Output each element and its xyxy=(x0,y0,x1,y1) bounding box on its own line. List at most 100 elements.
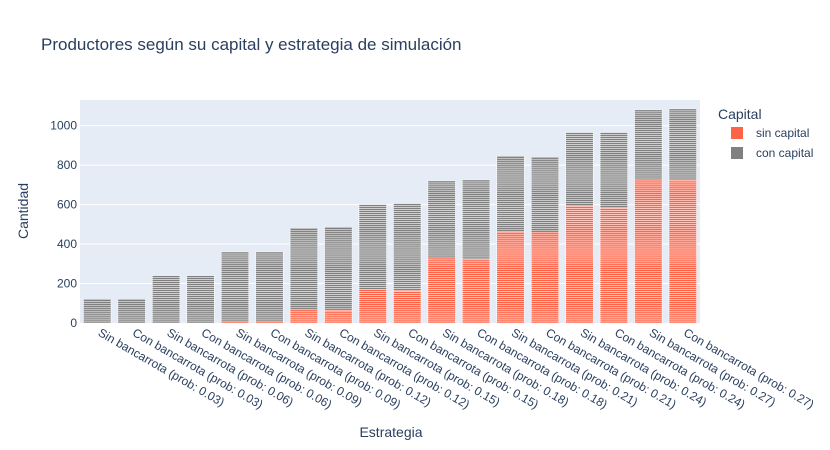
bar-sin-capital xyxy=(530,231,560,324)
bar-segment xyxy=(668,188,697,192)
bar-segment xyxy=(289,283,318,286)
bar-segment xyxy=(289,233,318,237)
bar-segment xyxy=(117,310,146,314)
bar-segment xyxy=(599,208,628,211)
bar-segment xyxy=(393,229,422,232)
bar-segment xyxy=(530,162,560,166)
bar-segment xyxy=(496,157,525,161)
bar-segment xyxy=(358,247,387,251)
bar-segment xyxy=(668,287,697,290)
bar-segment xyxy=(186,314,215,318)
bar-segment xyxy=(565,148,594,151)
legend-swatch xyxy=(731,147,743,159)
bar-segment xyxy=(462,299,491,302)
bar-segment xyxy=(289,229,318,233)
bar-con-capital xyxy=(599,132,628,208)
bar-segment xyxy=(496,161,525,165)
bar-segment xyxy=(393,310,422,314)
bar-segment xyxy=(462,318,491,322)
plot-background xyxy=(80,100,700,323)
bar-segment xyxy=(599,150,628,153)
bar-segment xyxy=(565,259,594,263)
bar-segment xyxy=(324,256,353,260)
bar-segment xyxy=(393,306,422,310)
bar-segment xyxy=(496,191,525,194)
bar-segment xyxy=(634,241,663,245)
bar-segment xyxy=(599,231,628,235)
bar-segment xyxy=(565,140,594,143)
bar-segment xyxy=(496,173,525,177)
bar-segment xyxy=(358,289,387,292)
bar-segment xyxy=(530,303,560,306)
bar-segment xyxy=(186,297,215,300)
bar-segment xyxy=(117,312,146,316)
bar-segment xyxy=(496,167,525,171)
bar-segment xyxy=(634,212,663,215)
bar-segment xyxy=(668,161,697,165)
bar-segment xyxy=(599,251,628,255)
bar-segment xyxy=(668,216,697,219)
bar-segment xyxy=(668,202,697,205)
bar-segment xyxy=(668,269,697,272)
bar-segment xyxy=(393,213,422,216)
bar-segment xyxy=(324,320,353,324)
bar-segment xyxy=(634,194,663,197)
bar-segment xyxy=(358,216,387,219)
bar-segment xyxy=(634,224,663,227)
bar-segment xyxy=(634,137,663,140)
bar-segment xyxy=(324,278,353,281)
bar-segment xyxy=(462,244,491,248)
bar-segment xyxy=(565,243,594,247)
bar-segment xyxy=(462,229,491,232)
bar-segment xyxy=(496,177,525,181)
bar-segment xyxy=(427,206,456,209)
bar-segment xyxy=(427,259,456,263)
bar-segment xyxy=(427,186,456,190)
bar-segment xyxy=(599,203,628,206)
bar-segment xyxy=(599,226,628,229)
bar-segment xyxy=(393,256,422,260)
bar-segment xyxy=(220,285,250,288)
bar-segment xyxy=(289,247,318,251)
bar-segment xyxy=(427,273,456,276)
bar-segment xyxy=(324,286,353,289)
bar-segment xyxy=(599,312,628,316)
bar-segment xyxy=(530,281,560,284)
bar-segment xyxy=(220,281,250,284)
bar-segment xyxy=(289,239,318,243)
bar-segment xyxy=(634,133,663,136)
bar-segment xyxy=(668,152,697,155)
bar-segment xyxy=(668,159,697,163)
bar-segment xyxy=(324,252,353,256)
bar-segment xyxy=(668,118,697,121)
bar-segment xyxy=(358,304,387,308)
bar-segment xyxy=(289,243,318,247)
bar-segment xyxy=(358,224,387,227)
bar-segment xyxy=(599,183,628,187)
bar-segment xyxy=(565,318,594,322)
bar-segment xyxy=(599,134,628,137)
bar-segment xyxy=(462,223,491,226)
bar-segment xyxy=(668,200,697,203)
bar-segment xyxy=(462,240,491,244)
bar-segment xyxy=(599,243,628,247)
bar-segment xyxy=(496,215,525,218)
bar-segment xyxy=(186,320,215,324)
bar-segment xyxy=(186,285,215,288)
bar-segment xyxy=(668,140,697,143)
bar-segment xyxy=(668,196,697,199)
bar-segment xyxy=(634,206,663,209)
bar-segment xyxy=(599,289,628,292)
y-axis-title: Cantidad xyxy=(15,183,31,239)
bar-segment xyxy=(324,250,353,254)
bar-segment xyxy=(393,252,422,256)
bar-segment xyxy=(530,180,560,184)
bar-segment xyxy=(496,245,525,249)
bar-segment xyxy=(599,253,628,257)
bar-segment xyxy=(83,299,112,302)
bar-segment xyxy=(83,304,112,308)
bar-segment xyxy=(530,220,560,223)
bar-segment xyxy=(152,283,181,286)
bar-segment xyxy=(358,257,387,261)
bar-segment xyxy=(634,170,663,174)
